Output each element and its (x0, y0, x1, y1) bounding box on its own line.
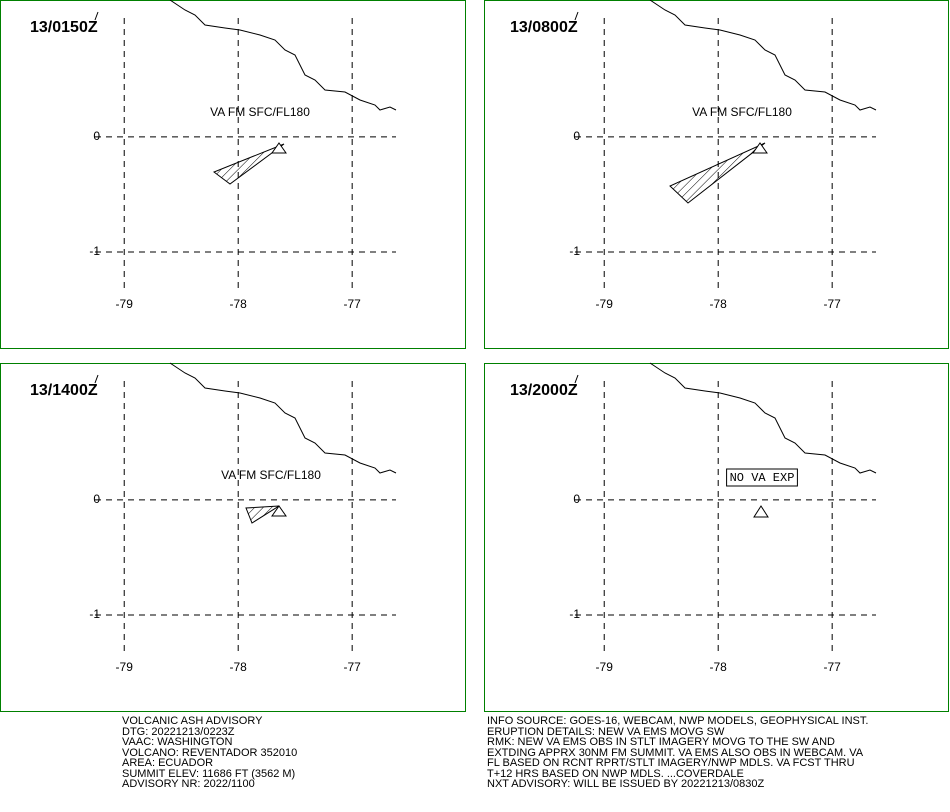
lon-label: -78 (230, 297, 248, 311)
lon-label: -77 (823, 297, 841, 311)
advisory-line: RMK: NEW VA EMS OBS IN STLT IMAGERY MOVG… (487, 736, 835, 748)
lon-label: -79 (596, 660, 614, 674)
valid-time: 13/1400Z (30, 382, 98, 399)
lon-label: -77 (343, 297, 361, 311)
lat-label: -1 (89, 607, 100, 621)
valid-time: 13/0150Z (30, 19, 98, 36)
lon-label: -79 (596, 297, 614, 311)
advisory-line: EXTDING APPRX 30NM FM SUMMIT. VA EMS ALS… (487, 746, 864, 759)
ash-area (212, 143, 285, 185)
volcano (271, 505, 287, 517)
coastline (94, 0, 397, 111)
panel: -79 -78 -77 0 -1 13/1400Z VA FM SFC/FL180 (0, 362, 466, 712)
lon-label: -79 (116, 660, 134, 674)
advisory-line: FL BASED ON RCNT RPRT/STLT IMAGERY/NWP M… (487, 757, 855, 769)
lat-label: 0 (573, 492, 580, 506)
valid-time: 13/2000Z (510, 382, 578, 399)
no-ash-label: NO VA EXP (730, 471, 795, 485)
advisory-line: DTG: 20221213/0223Z (122, 725, 235, 738)
lon-label: -78 (230, 660, 248, 674)
lon-label: -78 (710, 297, 728, 311)
lat-label: -1 (569, 244, 580, 258)
lat-label: -1 (89, 244, 100, 258)
panel: -79 -78 -77 0 -1 13/2000Z NO VA EXP (484, 362, 949, 712)
advisory-line: VOLCANO: REVENTADOR 352010 (122, 746, 298, 759)
lon-label: -77 (823, 660, 841, 674)
lat-label: 0 (93, 492, 100, 506)
advisory-line: ADVISORY NR: 2022/1100 (122, 778, 255, 790)
ash-label: VA FM SFC/FL180 (210, 105, 310, 119)
panel-border (0, 363, 466, 712)
lat-label: -1 (569, 607, 580, 621)
advisory-line: VAAC: WASHINGTON (122, 736, 233, 748)
ash-area (669, 142, 766, 204)
panel: -79 -78 -77 0 -1 13/0800Z VA FM SFC/FL180 (484, 0, 949, 349)
valid-time: 13/0800Z (510, 19, 578, 36)
ash-label: VA FM SFC/FL180 (692, 105, 792, 119)
advisory-right: INFO SOURCE: GOES-16, WEBCAM, NWP MODELS… (487, 716, 868, 790)
panel-border (0, 0, 466, 349)
lon-label: -78 (710, 660, 728, 674)
panel-border (484, 0, 949, 349)
lon-label: -79 (116, 297, 134, 311)
advisory-line: SUMMIT ELEV: 11686 FT (3562 M) (122, 767, 296, 780)
panel-border (484, 363, 949, 712)
ash-area (245, 505, 280, 524)
advisory-line: NXT ADVISORY: WILL BE ISSUED BY 20221213… (487, 778, 765, 790)
coastline (574, 362, 877, 474)
label-box (726, 468, 798, 487)
volcano (753, 505, 769, 518)
coastline (574, 0, 877, 111)
advisory-left: VOLCANIC ASH ADVISORY DTG: 20221213/0223Z… (122, 716, 297, 790)
advisory-line: VOLCANIC ASH ADVISORY (122, 715, 263, 727)
advisory-line: ERUPTION DETAILS: NEW VA EMS MOVG SW (487, 725, 725, 738)
panel: -79 -78 -77 0 -1 13/0150Z VA FM SFC/FL180 (0, 0, 466, 349)
volcano (271, 142, 287, 154)
advisory-line: INFO SOURCE: GOES-16, WEBCAM, NWP MODELS… (487, 715, 869, 727)
lat-label: 0 (93, 129, 100, 143)
advisory-line: AREA: ECUADOR (122, 757, 214, 769)
ash-label: VA FM SFC/FL180 (221, 468, 321, 482)
coastline (94, 362, 397, 474)
advisory-line: T+12 HRS BASED ON NWP MDLS. ...COVERDALE (487, 767, 744, 780)
lat-label: 0 (573, 129, 580, 143)
volcano (752, 142, 768, 154)
lon-label: -77 (343, 660, 361, 674)
